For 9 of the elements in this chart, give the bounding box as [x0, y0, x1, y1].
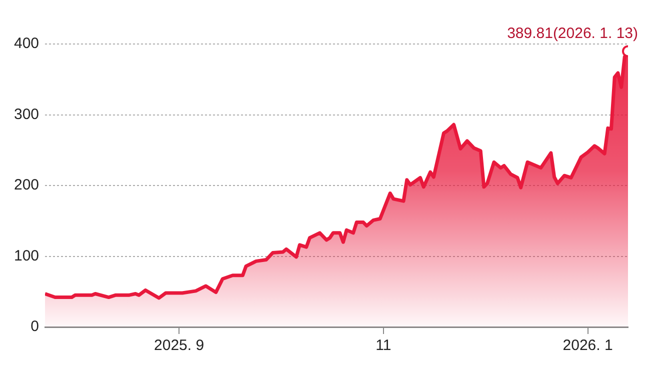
y-tick-label: 300: [14, 106, 40, 123]
annotation: 389.81(2026. 1. 13): [507, 24, 638, 42]
x-tick-label: 11: [376, 337, 392, 354]
y-tick-label: 100: [14, 247, 40, 264]
y-tick-label: 0: [30, 318, 40, 336]
y-tick-label: 200: [14, 176, 40, 194]
y-tick-label: 400: [14, 35, 40, 52]
x-tick-label: 2025. 9: [154, 337, 204, 354]
x-tick-label: 2026. 1: [562, 337, 613, 354]
